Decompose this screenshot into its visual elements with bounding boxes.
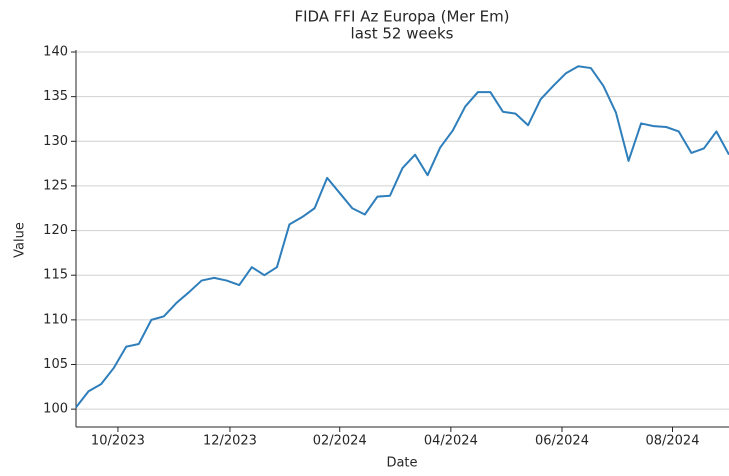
y-tick-label: 130 — [43, 134, 68, 149]
y-tick-label: 140 — [43, 45, 68, 60]
x-tick-label: 12/2023 — [203, 434, 257, 449]
y-tick-label: 125 — [43, 178, 68, 193]
chart-title: FIDA FFI Az Europa (Mer Em) — [294, 8, 509, 26]
x-tick-label: 02/2024 — [313, 434, 367, 449]
x-axis-label: Date — [386, 456, 417, 471]
y-tick-label: 110 — [43, 312, 68, 327]
y-tick-label: 100 — [43, 402, 68, 417]
line — [75, 65, 729, 408]
y-tick-label: 120 — [43, 223, 68, 238]
y-tick-label: 105 — [43, 357, 68, 372]
x-tick-label: 04/2024 — [424, 434, 478, 449]
x-tick-label: 08/2024 — [645, 434, 699, 449]
y-tick-label: 115 — [43, 268, 68, 283]
y-tick-label: 135 — [43, 89, 68, 104]
x-tick-label: 10/2023 — [91, 434, 145, 449]
y-axis-label: Value — [13, 222, 28, 258]
x-tick-label: 06/2024 — [535, 434, 589, 449]
chart-subtitle: last 52 weeks — [351, 25, 454, 43]
